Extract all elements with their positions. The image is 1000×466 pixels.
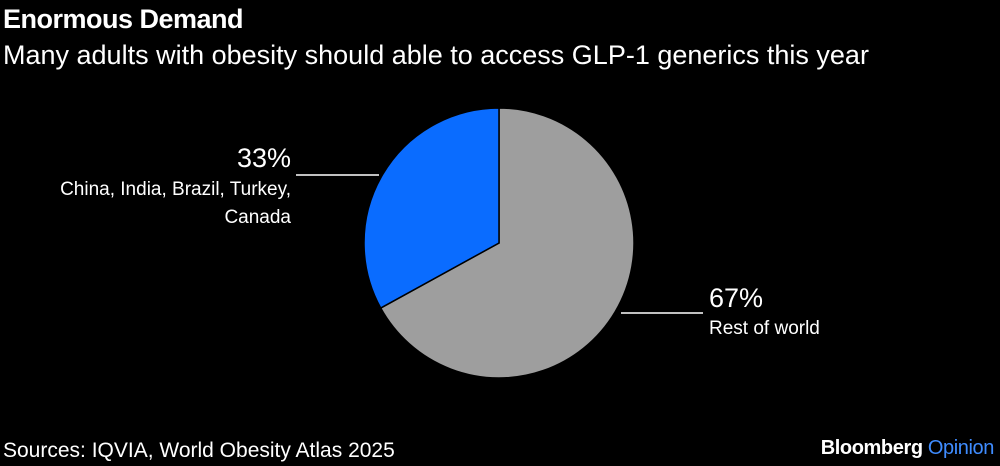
- chart-title: Enormous Demand: [3, 4, 244, 34]
- rest-of-world-percent-label: 67%: [709, 283, 763, 313]
- china-group-percent-label: 33%: [237, 143, 291, 173]
- brand-name: Bloomberg: [820, 437, 923, 459]
- rest-of-world-category-label: Rest of world: [709, 318, 820, 339]
- pie-slices: [363, 107, 635, 379]
- brand-logo: Bloomberg Opinion: [820, 435, 995, 461]
- pie-slice-rest-of-world: [379, 107, 635, 379]
- brand-section: Opinion: [927, 437, 995, 459]
- source-note: Sources: IQVIA, World Obesity Atlas 2025: [3, 439, 395, 462]
- china-group-category-label-line1: China, India, Brazil, Turkey,: [60, 179, 291, 200]
- china-group-category-label-line2: Canada: [224, 207, 291, 228]
- pie-slice-china-india-brazil-turkey-canada: [363, 107, 500, 310]
- chart-subtitle: Many adults with obesity should able to …: [3, 40, 869, 70]
